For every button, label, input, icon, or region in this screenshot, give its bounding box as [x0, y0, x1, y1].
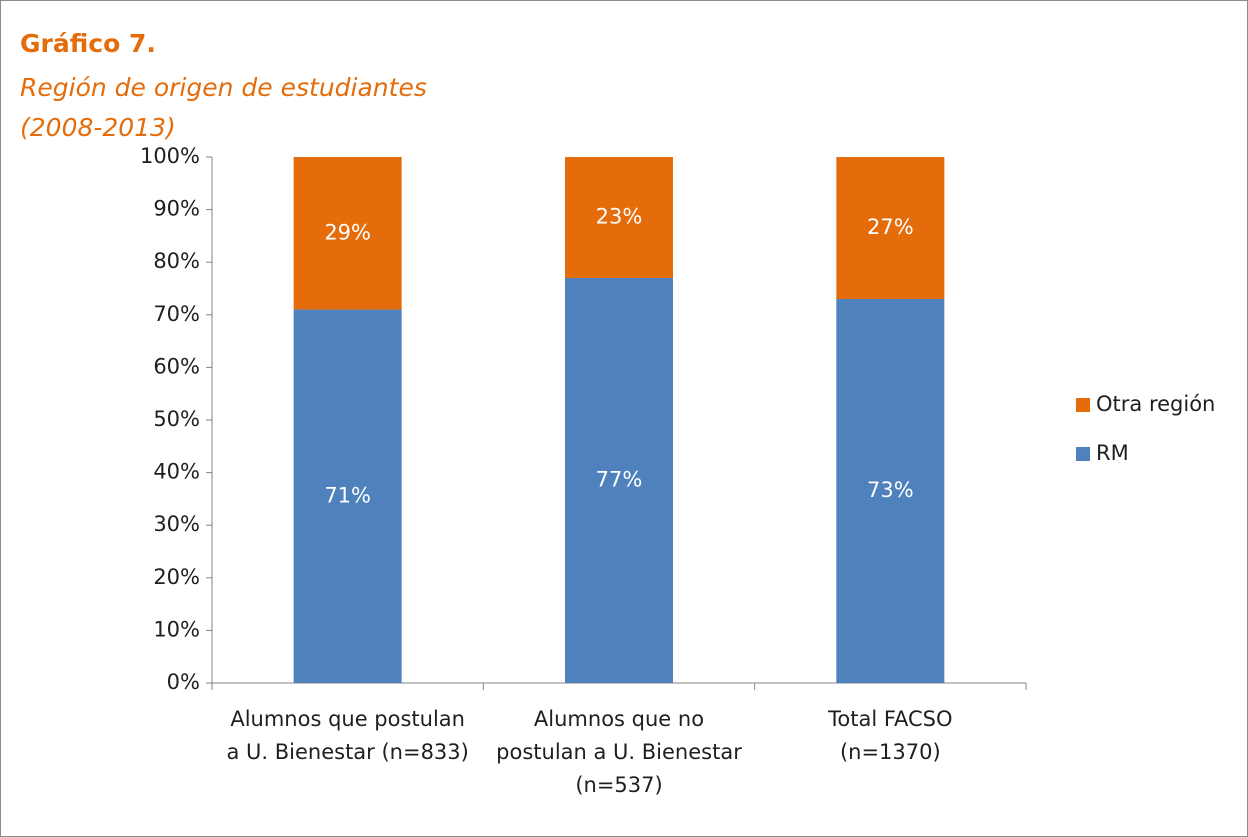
chart-subtitle: (2008-2013) — [20, 113, 176, 142]
x-tick-label: Total FACSO — [827, 707, 952, 731]
y-tick-label: 80% — [153, 249, 200, 273]
x-tick-label: postulan a U. Bienestar — [496, 740, 742, 764]
y-tick-label: 30% — [153, 512, 200, 536]
y-tick-label: 10% — [153, 617, 200, 641]
data-label: 29% — [324, 220, 371, 244]
y-tick-label: 100% — [140, 144, 200, 168]
legend-swatch — [1076, 447, 1090, 461]
y-tick-label: 0% — [167, 670, 200, 694]
legend-label: Otra región — [1096, 392, 1215, 416]
data-label: 73% — [867, 478, 914, 502]
bar-segment — [836, 157, 945, 300]
y-tick-label: 40% — [153, 460, 200, 484]
data-label: 71% — [324, 483, 371, 507]
chart-title: Gráfico 7. — [20, 29, 156, 58]
bar-segment — [293, 309, 402, 683]
x-tick-label: (n=537) — [575, 773, 662, 797]
x-tick-label: a U. Bienestar (n=833) — [226, 740, 468, 764]
data-label: 23% — [596, 204, 643, 228]
y-tick-label: 20% — [153, 565, 200, 589]
x-tick-label: (n=1370) — [840, 740, 941, 764]
bar-segment — [565, 277, 673, 683]
chart-subtitle: Región de origen de estudiantes — [20, 73, 427, 102]
x-tick-label: Alumnos que no — [534, 707, 704, 731]
y-tick-label: 50% — [153, 407, 200, 431]
x-tick-label: Alumnos que postulan — [230, 707, 465, 731]
y-tick-label: 70% — [153, 302, 200, 326]
bar-segment — [836, 299, 945, 683]
y-tick-label: 90% — [153, 197, 200, 221]
legend-label: RM — [1096, 441, 1129, 465]
data-label: 27% — [867, 215, 914, 239]
bar-segment — [565, 157, 673, 278]
legend-swatch — [1076, 398, 1090, 412]
y-tick-label: 60% — [153, 354, 200, 378]
data-label: 77% — [596, 467, 643, 491]
bar-segment — [293, 157, 402, 310]
